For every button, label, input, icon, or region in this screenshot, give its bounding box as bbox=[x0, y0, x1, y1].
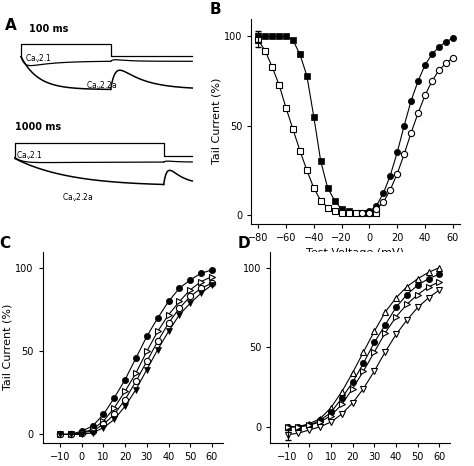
Text: Ca$_\mathregular{v}$2.2a: Ca$_\mathregular{v}$2.2a bbox=[86, 79, 118, 92]
Text: 100 ms: 100 ms bbox=[29, 23, 69, 34]
Text: 1000 ms: 1000 ms bbox=[15, 122, 61, 132]
Text: D: D bbox=[238, 236, 250, 251]
X-axis label: Test Voltage (mV): Test Voltage (mV) bbox=[307, 248, 404, 258]
Text: A: A bbox=[5, 18, 17, 34]
Text: Ca$_\mathregular{v}$2.1: Ca$_\mathregular{v}$2.1 bbox=[25, 52, 52, 65]
Text: Ca$_\mathregular{v}$2.1: Ca$_\mathregular{v}$2.1 bbox=[16, 150, 43, 163]
Text: C: C bbox=[0, 236, 10, 251]
Y-axis label: Tail Current (%): Tail Current (%) bbox=[2, 304, 12, 391]
Y-axis label: Tail Current (%): Tail Current (%) bbox=[211, 78, 221, 164]
Text: Ca$_\mathregular{v}$2.2a: Ca$_\mathregular{v}$2.2a bbox=[62, 191, 93, 204]
Text: B: B bbox=[210, 2, 221, 17]
